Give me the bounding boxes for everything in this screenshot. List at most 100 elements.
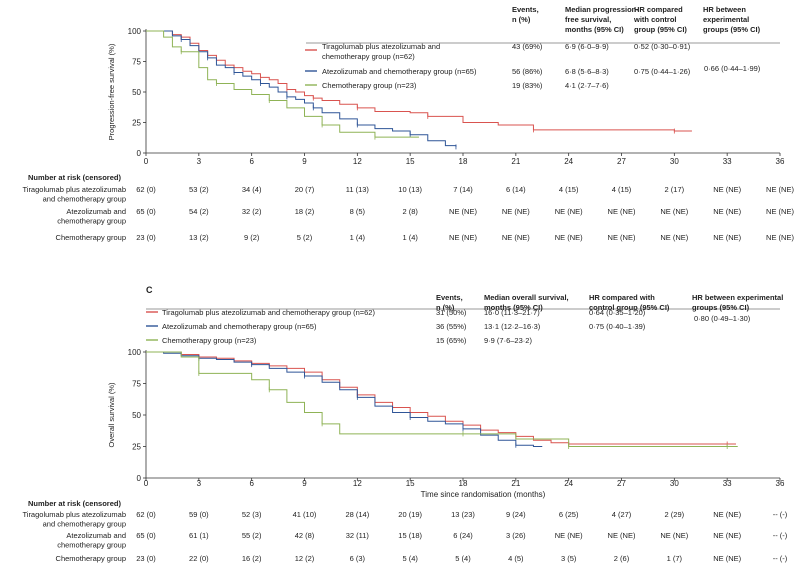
legend-header: HR between experimental groups (95% CI)	[703, 5, 761, 34]
risk-row-label-line: chemotherapy group	[57, 541, 126, 550]
risk-cell: 23 (0)	[136, 233, 156, 242]
y-tick-label: 25	[132, 119, 141, 128]
risk-cell: NE (NE)	[502, 233, 530, 242]
risk-cell: NE (NE)	[766, 233, 794, 242]
risk-cell: 6 (24)	[453, 531, 473, 540]
legend-header: Events, n (%)	[436, 293, 463, 312]
legend-label: Chemotherapy group (n=23)	[322, 81, 417, 90]
risk-cell: 2 (17)	[665, 185, 685, 194]
risk-cell: -- (-)	[773, 510, 788, 519]
legend-events: 31 (50%)	[436, 308, 467, 317]
legend-median: 6·9 (6·0–9·9)	[565, 42, 609, 51]
legend-header: HR compared with control group (95% CI)	[633, 5, 687, 34]
legend-median: 6·8 (5·6–8·3)	[565, 67, 609, 76]
x-tick-label: 6	[249, 157, 254, 166]
risk-cell: NE (NE)	[449, 207, 477, 216]
y-tick-label: 100	[128, 27, 142, 36]
x-tick-label: 18	[459, 479, 468, 488]
risk-cell: 5 (4)	[455, 554, 471, 563]
risk-cell: NE (NE)	[660, 531, 688, 540]
legend-header: Median overall survival, months (95% CI)	[484, 293, 569, 312]
x-tick-label: 27	[617, 157, 626, 166]
risk-cell: 61 (1)	[189, 531, 209, 540]
series-line-green	[146, 351, 738, 447]
legend-hr-between: 0·66 (0·44–1·99)	[704, 64, 761, 73]
risk-row-label-line: Tiragolumab plus atezolizumab	[22, 510, 126, 519]
risk-cell: NE (NE)	[713, 554, 741, 563]
legend-events: 56 (86%)	[512, 67, 543, 76]
risk-cell: 65 (0)	[136, 207, 156, 216]
risk-cell: NE (NE)	[660, 207, 688, 216]
x-tick-label: 33	[723, 157, 732, 166]
risk-row-label-line: Atezolizumab and	[66, 207, 126, 216]
x-tick-label: 21	[511, 157, 520, 166]
y-tick-label: 50	[132, 411, 141, 420]
risk-cell: 32 (2)	[242, 207, 262, 216]
risk-cell: 4 (15)	[559, 185, 579, 194]
risk-cell: 7 (14)	[453, 185, 473, 194]
x-tick-label: 9	[302, 479, 307, 488]
risk-row-label-line: and chemotherapy group	[43, 520, 126, 529]
risk-cell: 65 (0)	[136, 531, 156, 540]
x-axis-label: Time since randomisation (months)	[421, 490, 546, 499]
y-axis-label: Overall survival (%)	[107, 382, 116, 448]
legend-median: 4·1 (2·7–7·6)	[565, 81, 609, 90]
risk-cell: 16 (2)	[242, 554, 262, 563]
legend-hr-between: 0·80 (0·49–1·30)	[694, 314, 751, 323]
y-tick-label: 100	[128, 348, 142, 357]
risk-row-label-line: Chemotherapy group	[56, 554, 126, 563]
risk-row-label-line: Tiragolumab plus atezolizumab	[22, 185, 126, 194]
series-line-green	[146, 30, 419, 138]
risk-cell: 2 (8)	[402, 207, 418, 216]
x-tick-label: 9	[302, 157, 307, 166]
risk-cell: 10 (13)	[398, 185, 422, 194]
y-tick-label: 25	[132, 443, 141, 452]
legend-median: 13·1 (12·2–16·3)	[484, 322, 541, 331]
risk-row-label: Chemotherapy group	[56, 554, 126, 563]
risk-cell: NE (NE)	[713, 531, 741, 540]
y-tick-label: 75	[132, 58, 141, 67]
legend-label: Atezolizumab and chemotherapy group (n=6…	[322, 67, 477, 76]
risk-cell: 11 (13)	[346, 185, 370, 194]
risk-cell: 1 (7)	[667, 554, 683, 563]
risk-cell: 5 (4)	[402, 554, 418, 563]
legend-label: Tiragolumab plus atezolizumab and chemoth…	[322, 42, 440, 61]
risk-table-title: Number at risk (censored)	[28, 173, 121, 182]
legend-header: Events, n (%)	[512, 5, 539, 24]
risk-cell: NE (NE)	[713, 207, 741, 216]
risk-row-label: Chemotherapy group	[56, 233, 126, 242]
risk-cell: NE (NE)	[502, 207, 530, 216]
risk-cell: 53 (2)	[189, 185, 209, 194]
risk-row-label: Tiragolumab plus atezolizumab and chemoth…	[22, 510, 126, 529]
legend-label: Chemotherapy group (n=23)	[162, 336, 257, 345]
risk-row-label: Tiragolumab plus atezolizumab and chemoth…	[22, 185, 126, 204]
risk-cell: 62 (0)	[136, 510, 156, 519]
legend-events: 36 (55%)	[436, 322, 467, 331]
panel-label: C	[146, 285, 153, 295]
risk-row-label-line: Chemotherapy group	[56, 233, 126, 242]
risk-cell: -- (-)	[773, 531, 788, 540]
y-tick-label: 75	[132, 380, 141, 389]
risk-cell: NE (NE)	[608, 233, 636, 242]
risk-cell: 5 (2)	[297, 233, 313, 242]
risk-cell: NE (NE)	[713, 185, 741, 194]
x-tick-label: 21	[511, 479, 520, 488]
risk-cell: 13 (2)	[189, 233, 209, 242]
legend-median: 16·0 (11·3–21·7)	[484, 308, 540, 317]
x-tick-label: 30	[670, 157, 679, 166]
risk-cell: 55 (2)	[242, 531, 262, 540]
legend-header: Median progression-free survival, months …	[565, 5, 639, 34]
risk-cell: 41 (10)	[293, 510, 317, 519]
x-tick-label: 3	[197, 157, 202, 166]
risk-cell: 1 (4)	[350, 233, 366, 242]
risk-cell: 8 (5)	[350, 207, 366, 216]
risk-cell: 9 (24)	[506, 510, 526, 519]
risk-cell: 20 (7)	[295, 185, 315, 194]
x-tick-label: 18	[459, 157, 468, 166]
x-tick-label: 15	[406, 157, 415, 166]
series-line-red	[146, 351, 736, 445]
risk-cell: NE (NE)	[555, 531, 583, 540]
y-tick-label: 0	[137, 149, 142, 158]
legend-label: Tiragolumab plus atezolizumab and chemot…	[162, 308, 375, 317]
